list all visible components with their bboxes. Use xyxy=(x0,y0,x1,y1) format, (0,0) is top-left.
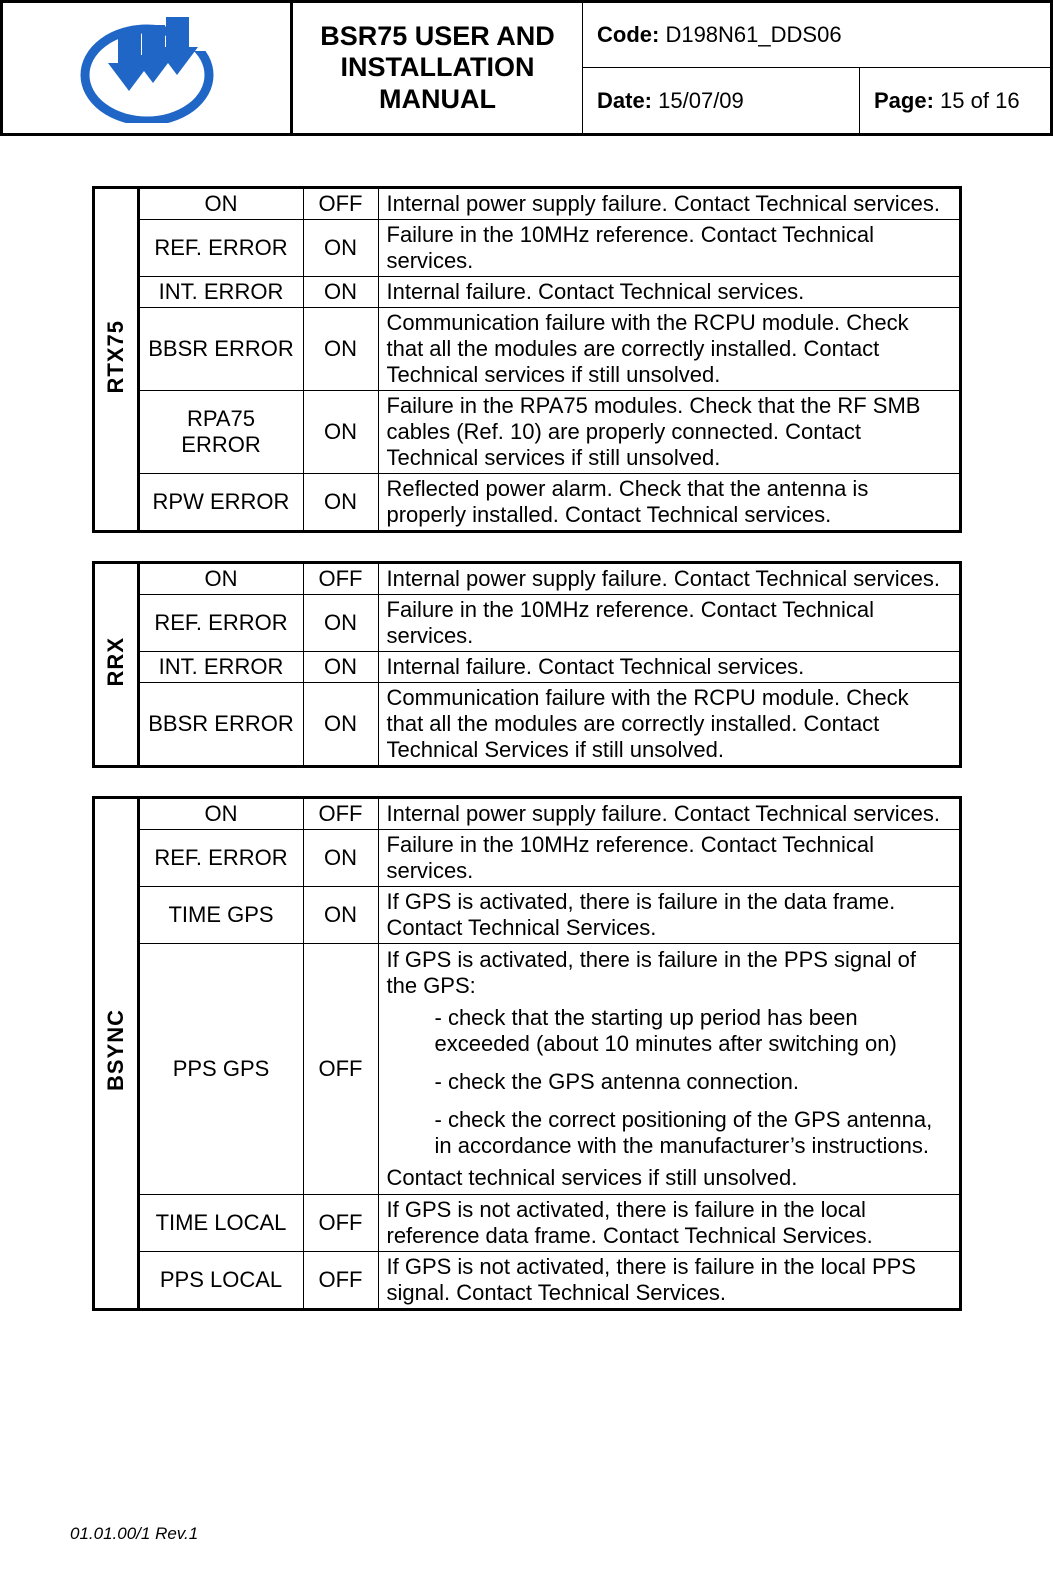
table-row: BSYNCONOFFInternal power supply failure.… xyxy=(93,798,960,830)
status-name: RPW ERROR xyxy=(138,474,303,532)
status-description: Failure in the 10MHz reference. Contact … xyxy=(378,595,960,652)
status-value: OFF xyxy=(303,1252,378,1310)
status-description: Reflected power alarm. Check that the an… xyxy=(378,474,960,532)
status-value: OFF xyxy=(303,188,378,220)
table-row: TIME LOCALOFFIf GPS is not activated, th… xyxy=(93,1195,960,1252)
status-value: OFF xyxy=(303,563,378,595)
table-row: RRXONOFFInternal power supply failure. C… xyxy=(93,563,960,595)
status-description: Internal failure. Contact Technical serv… xyxy=(378,277,960,308)
status-name: REF. ERROR xyxy=(138,830,303,887)
table-row: BBSR ERRORONCommunication failure with t… xyxy=(93,683,960,767)
code-value: D198N61_DDS06 xyxy=(665,22,841,48)
status-value: OFF xyxy=(303,798,378,830)
status-value: OFF xyxy=(303,944,378,1195)
status-name: BBSR ERROR xyxy=(138,683,303,767)
status-value: OFF xyxy=(303,1195,378,1252)
table-row: RPW ERRORONReflected power alarm. Check … xyxy=(93,474,960,532)
table-row: REF. ERRORONFailure in the 10MHz referen… xyxy=(93,830,960,887)
status-value: ON xyxy=(303,391,378,474)
status-name: TIME LOCAL xyxy=(138,1195,303,1252)
status-description: Failure in the RPA75 modules. Check that… xyxy=(378,391,960,474)
status-description: If GPS is not activated, there is failur… xyxy=(378,1195,960,1252)
diagnostic-table-rrx: RRXONOFFInternal power supply failure. C… xyxy=(92,561,962,768)
group-label: RTX75 xyxy=(93,188,138,532)
status-value: ON xyxy=(303,887,378,944)
diagnostic-table-bsync: BSYNCONOFFInternal power supply failure.… xyxy=(92,796,962,1311)
status-name: REF. ERROR xyxy=(138,220,303,277)
status-description: Internal power supply failure. Contact T… xyxy=(378,563,960,595)
status-value: ON xyxy=(303,308,378,391)
status-description: Communication failure with the RCPU modu… xyxy=(378,308,960,391)
document-revision: 01.01.00/1 Rev.1 xyxy=(70,1524,198,1544)
status-name: ON xyxy=(138,798,303,830)
status-name: ON xyxy=(138,563,303,595)
code-label: Code: xyxy=(597,22,659,48)
status-value: ON xyxy=(303,474,378,532)
page-value: 15 of 16 xyxy=(940,88,1020,114)
status-value: ON xyxy=(303,683,378,767)
status-name: INT. ERROR xyxy=(138,277,303,308)
date-label: Date: xyxy=(597,88,652,114)
document-page: Page: 15 of 16 xyxy=(860,68,1050,133)
page-label: Page: xyxy=(874,88,934,114)
status-name: BBSR ERROR xyxy=(138,308,303,391)
status-name: REF. ERROR xyxy=(138,595,303,652)
status-name: PPS LOCAL xyxy=(138,1252,303,1310)
status-value: ON xyxy=(303,652,378,683)
status-value: ON xyxy=(303,220,378,277)
group-label: RRX xyxy=(93,563,138,767)
table-row: RPA75 ERRORONFailure in the RPA75 module… xyxy=(93,391,960,474)
status-name: TIME GPS xyxy=(138,887,303,944)
status-description: If GPS is not activated, there is failur… xyxy=(378,1252,960,1310)
table-row: RTX75ONOFFInternal power supply failure.… xyxy=(93,188,960,220)
company-logo-icon xyxy=(62,13,232,123)
date-value: 15/07/09 xyxy=(658,88,744,114)
logo-cell xyxy=(3,3,293,133)
document-header: BSR75 USER AND INSTALLATION MANUAL Code:… xyxy=(0,0,1053,136)
status-name: ON xyxy=(138,188,303,220)
table-row: TIME GPSONIf GPS is activated, there is … xyxy=(93,887,960,944)
status-description: Internal power supply failure. Contact T… xyxy=(378,188,960,220)
status-description: If GPS is activated, there is failure in… xyxy=(378,944,960,1195)
diagnostic-table-rtx75: RTX75ONOFFInternal power supply failure.… xyxy=(92,186,962,533)
table-row: INT. ERRORONInternal failure. Contact Te… xyxy=(93,652,960,683)
table-row: PPS LOCALOFFIf GPS is not activated, the… xyxy=(93,1252,960,1310)
table-row: BBSR ERRORONCommunication failure with t… xyxy=(93,308,960,391)
status-name: PPS GPS xyxy=(138,944,303,1195)
status-value: ON xyxy=(303,595,378,652)
table-row: REF. ERRORONFailure in the 10MHz referen… xyxy=(93,220,960,277)
table-row: INT. ERRORONInternal failure. Contact Te… xyxy=(93,277,960,308)
status-description: If GPS is activated, there is failure in… xyxy=(378,887,960,944)
group-label: BSYNC xyxy=(93,798,138,1310)
table-row: REF. ERRORONFailure in the 10MHz referen… xyxy=(93,595,960,652)
table-row: PPS GPSOFFIf GPS is activated, there is … xyxy=(93,944,960,1195)
status-description: Communication failure with the RCPU modu… xyxy=(378,683,960,767)
status-description: Failure in the 10MHz reference. Contact … xyxy=(378,220,960,277)
diagnostic-tables-container: RTX75ONOFFInternal power supply failure.… xyxy=(0,136,1053,1311)
document-code: Code: D198N61_DDS06 xyxy=(583,3,1050,68)
status-value: ON xyxy=(303,277,378,308)
status-value: ON xyxy=(303,830,378,887)
status-description: Internal failure. Contact Technical serv… xyxy=(378,652,960,683)
document-title: BSR75 USER AND INSTALLATION MANUAL xyxy=(293,3,583,133)
document-date: Date: 15/07/09 xyxy=(583,68,860,133)
status-description: Failure in the 10MHz reference. Contact … xyxy=(378,830,960,887)
status-name: RPA75 ERROR xyxy=(138,391,303,474)
status-name: INT. ERROR xyxy=(138,652,303,683)
status-description: Internal power supply failure. Contact T… xyxy=(378,798,960,830)
